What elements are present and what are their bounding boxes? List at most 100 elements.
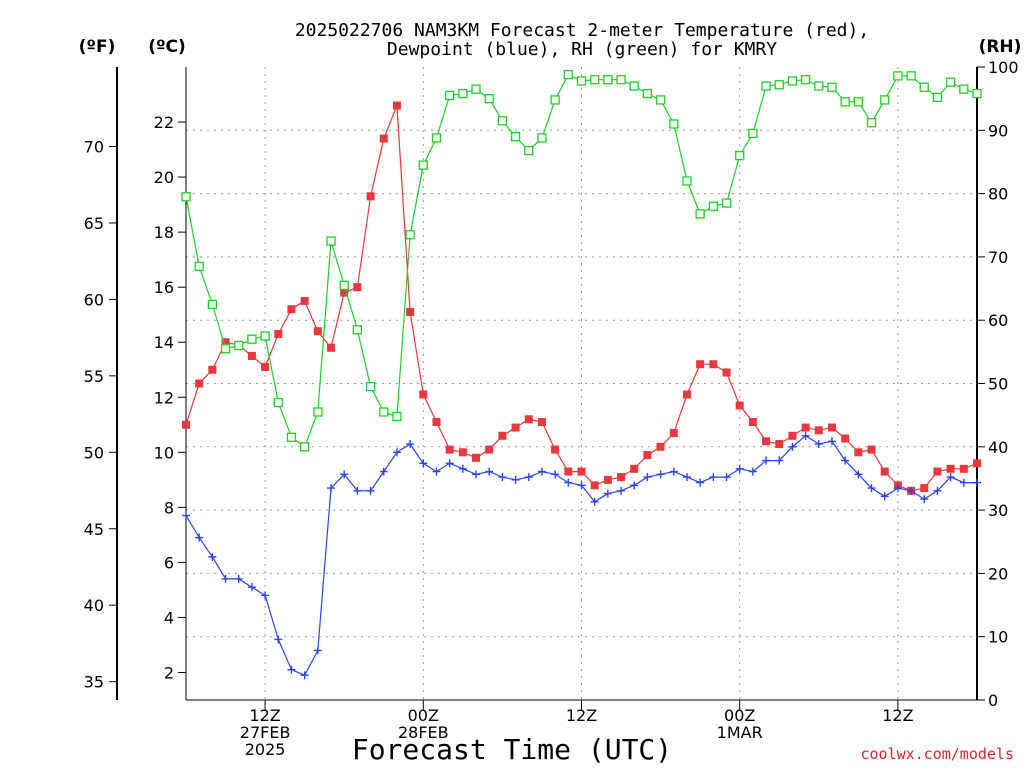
dewpoint-point: [959, 478, 968, 487]
rh-point: [695, 209, 705, 219]
celsius-tick-label: 10: [154, 443, 174, 462]
2-meter-temperature-point: [182, 420, 190, 429]
2-meter-temperature-point: [762, 437, 771, 446]
2-meter-temperature-point: [696, 360, 705, 369]
rh-point: [339, 280, 349, 291]
rh-point: [708, 201, 718, 211]
dewpoint-point: [946, 473, 955, 482]
2-meter-temperature-point: [973, 459, 981, 468]
rh-point: [497, 116, 508, 126]
rh-tick-label: 50: [988, 375, 1008, 394]
rh-point: [655, 95, 666, 105]
rh-point: [286, 432, 297, 442]
rh-point: [510, 131, 521, 142]
dewpoint-point: [722, 473, 731, 482]
dewpoint-point: [300, 671, 309, 680]
x-tick-label: 12Z: [882, 706, 913, 725]
rh-point: [576, 76, 587, 86]
rh-point: [735, 150, 745, 161]
2-meter-temperature-point: [801, 423, 810, 432]
rh-point: [379, 407, 389, 417]
dewpoint-point: [327, 484, 336, 493]
2-meter-temperature-point: [432, 418, 441, 427]
2-meter-temperature-point: [682, 390, 691, 399]
celsius-tick-label: 20: [154, 168, 174, 187]
rh-point: [840, 97, 850, 107]
fahrenheit-tick-label: 40: [84, 596, 104, 615]
rh-point: [616, 75, 626, 85]
2-meter-temperature-point: [458, 448, 467, 457]
x-tick-label: 1MAR: [717, 723, 763, 742]
2-meter-temperature-point: [511, 423, 520, 432]
rh-point: [273, 397, 283, 408]
dewpoint-point: [630, 481, 639, 490]
2-meter-temperature-point: [920, 484, 929, 493]
2-meter-temperature-point: [946, 464, 955, 473]
rh-point: [365, 382, 376, 392]
2-meter-temperature-point: [669, 429, 678, 438]
dewpoint-point: [801, 431, 810, 440]
2-meter-temperature-point: [735, 401, 744, 410]
rh-point: [458, 88, 468, 99]
x-tick-label: 12Z: [566, 706, 597, 725]
2-meter-temperature-point: [656, 442, 665, 451]
dewpoint-point: [406, 440, 415, 449]
dewpoint-point: [287, 665, 296, 674]
dewpoint-point: [775, 456, 784, 465]
rh-point: [590, 75, 600, 85]
dewpoint-point: [696, 478, 705, 487]
dewpoint-point: [379, 467, 388, 476]
rh-tick-label: 100: [988, 58, 1019, 77]
grid-lines: [186, 67, 977, 700]
2-meter-temperature-point: [221, 338, 230, 347]
rh-point: [563, 69, 573, 80]
dewpoint-point: [854, 470, 863, 479]
2-meter-temperature-point: [353, 283, 362, 292]
2-meter-temperature-point: [880, 467, 889, 476]
dewpoint-point: [419, 459, 428, 468]
2-meter-temperature-point: [854, 448, 863, 457]
dewpoint-point: [551, 470, 560, 479]
dewpoint-point: [195, 533, 204, 542]
2-meter-temperature-point: [472, 453, 481, 462]
rh-point: [484, 94, 494, 104]
2-meter-temperature-point: [379, 134, 388, 143]
fahrenheit-tick-label: 50: [84, 443, 104, 462]
dewpoint-point: [458, 464, 467, 473]
chart-title-line1: 2025022706 NAM3KM Forecast 2-meter Tempe…: [295, 20, 869, 41]
x-tick-label: 00Z: [724, 706, 755, 725]
2-meter-temperature-point: [287, 305, 296, 314]
rh-point: [893, 71, 903, 81]
dewpoint-point: [656, 470, 665, 479]
dewpoint-point: [893, 484, 902, 493]
2-meter-temperature-point: [195, 379, 204, 388]
celsius-tick-label: 6: [164, 553, 174, 572]
rh-point: [247, 334, 257, 344]
dewpoint-point: [788, 442, 797, 451]
celsius-tick-label: 18: [154, 223, 174, 242]
rh-tick-label: 70: [988, 248, 1008, 267]
2-meter-temperature-point: [445, 445, 454, 454]
dewpoint-point: [208, 552, 217, 561]
celsius-tick-label: 16: [154, 278, 174, 297]
2-meter-temperature-point: [564, 467, 573, 476]
2-meter-temperature-point: [366, 192, 375, 201]
fahrenheit-tick-label: 60: [84, 290, 104, 309]
dewpoint-point: [841, 456, 850, 465]
fahrenheit-tick-label: 45: [84, 520, 104, 539]
rh-point: [405, 230, 415, 240]
x-tick-label: 28FEB: [398, 723, 449, 742]
dewpoint-point: [590, 497, 599, 506]
rh-point: [524, 145, 534, 156]
rh-tick-label: 80: [988, 185, 1008, 204]
dewpoint-point: [366, 486, 375, 495]
watermark: coolwx.com/models: [860, 745, 1014, 763]
rh-point: [603, 75, 613, 85]
dewpoint-point: [537, 467, 546, 476]
dewpoint-point: [261, 591, 270, 600]
x-tick-label: 00Z: [408, 706, 439, 725]
dewpoint-point: [472, 470, 481, 479]
rh-point: [748, 128, 758, 139]
2-meter-temperature-point: [841, 434, 850, 443]
